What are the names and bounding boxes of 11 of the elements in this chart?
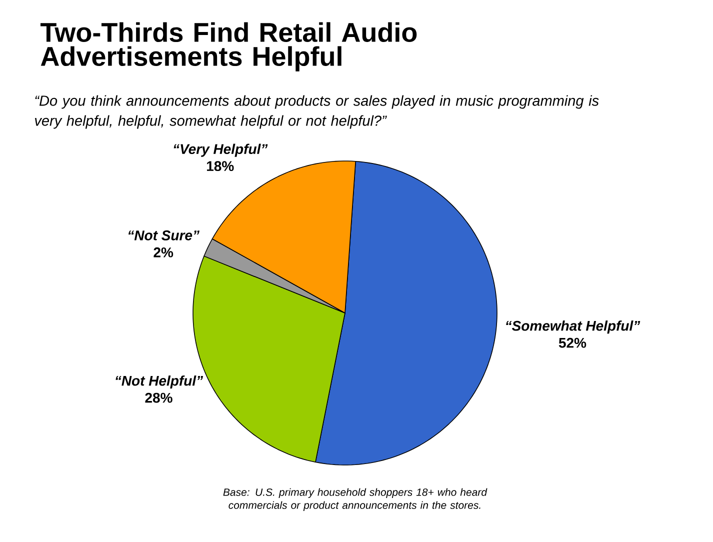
- data-label: 18%: [206, 161, 234, 172]
- chart-subtitle: “Do you think announcements about products or sales played in music programming is very helpful, helpful, somewhat helpful or not helpful?”: [35, 95, 599, 129]
- slice-label: “Somewhat Helpful”: [506, 320, 640, 334]
- data-label: 52%: [558, 338, 586, 348]
- text: Base: U.S. primary household shoppers 18+ who heard commercials or product announcements in the stores.: [223, 488, 488, 511]
- slice-label: “Very Helpful”: [174, 144, 268, 157]
- slice-label: “Not Helpful”: [116, 375, 204, 389]
- data-label: 28%: [145, 392, 172, 403]
- slice-label: “Not Sure”: [128, 230, 200, 240]
- chart-title: Two-Thirds Find Retail Audio Advertisements Helpful: [40, 22, 417, 72]
- data-label: 2%: [154, 247, 174, 258]
